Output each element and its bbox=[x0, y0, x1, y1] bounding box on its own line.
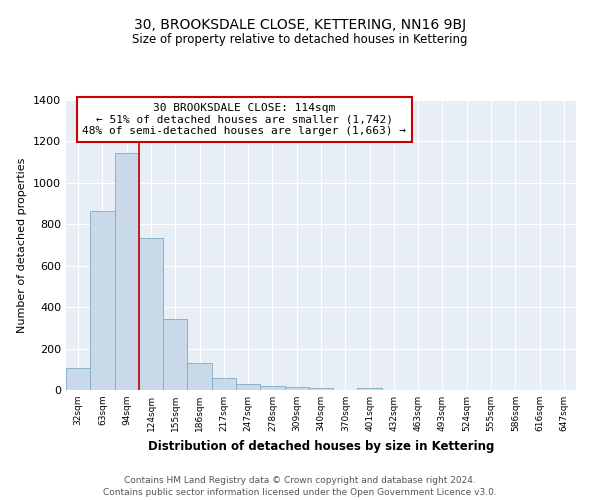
Text: 30 BROOKSDALE CLOSE: 114sqm
← 51% of detached houses are smaller (1,742)
48% of : 30 BROOKSDALE CLOSE: 114sqm ← 51% of det… bbox=[83, 103, 407, 136]
X-axis label: Distribution of detached houses by size in Kettering: Distribution of detached houses by size … bbox=[148, 440, 494, 452]
Bar bbox=[358, 388, 382, 390]
Bar bbox=[236, 384, 260, 390]
Bar bbox=[260, 386, 284, 390]
Bar bbox=[309, 388, 333, 390]
Bar bbox=[187, 363, 212, 390]
Bar bbox=[284, 387, 309, 390]
Bar bbox=[212, 378, 236, 390]
Bar bbox=[163, 318, 187, 390]
Text: Size of property relative to detached houses in Kettering: Size of property relative to detached ho… bbox=[132, 32, 468, 46]
Text: 30, BROOKSDALE CLOSE, KETTERING, NN16 9BJ: 30, BROOKSDALE CLOSE, KETTERING, NN16 9B… bbox=[134, 18, 466, 32]
Bar bbox=[115, 153, 139, 390]
Text: Contains HM Land Registry data © Crown copyright and database right 2024.: Contains HM Land Registry data © Crown c… bbox=[124, 476, 476, 485]
Bar bbox=[90, 211, 115, 390]
Text: Contains public sector information licensed under the Open Government Licence v3: Contains public sector information licen… bbox=[103, 488, 497, 497]
Bar bbox=[139, 238, 163, 390]
Y-axis label: Number of detached properties: Number of detached properties bbox=[17, 158, 28, 332]
Bar bbox=[66, 368, 90, 390]
